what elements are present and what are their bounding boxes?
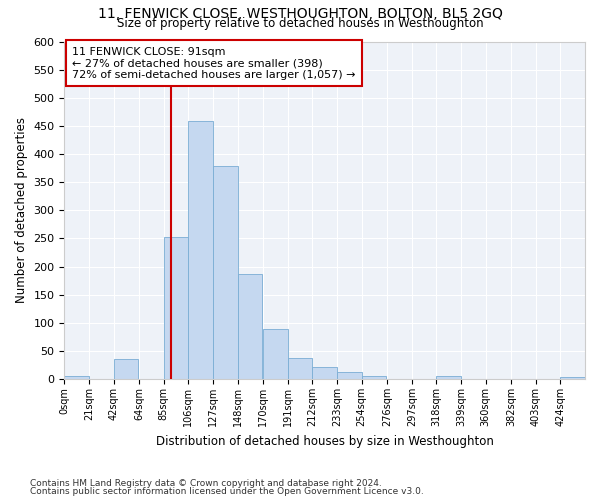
Bar: [64, 376, 89, 379]
Text: Contains HM Land Registry data © Crown copyright and database right 2024.: Contains HM Land Registry data © Crown c…: [30, 478, 382, 488]
Bar: [238, 274, 262, 379]
Text: 11, FENWICK CLOSE, WESTHOUGHTON, BOLTON, BL5 2GQ: 11, FENWICK CLOSE, WESTHOUGHTON, BOLTON,…: [98, 8, 502, 22]
Bar: [213, 166, 238, 379]
X-axis label: Distribution of detached houses by size in Westhoughton: Distribution of detached houses by size …: [156, 434, 494, 448]
Bar: [362, 376, 386, 379]
Y-axis label: Number of detached properties: Number of detached properties: [15, 118, 28, 304]
Text: Contains public sector information licensed under the Open Government Licence v3: Contains public sector information licen…: [30, 487, 424, 496]
Bar: [436, 376, 461, 379]
Text: Size of property relative to detached houses in Westhoughton: Size of property relative to detached ho…: [116, 18, 484, 30]
Bar: [113, 360, 138, 379]
Bar: [188, 122, 213, 379]
Text: 11 FENWICK CLOSE: 91sqm
← 27% of detached houses are smaller (398)
72% of semi-d: 11 FENWICK CLOSE: 91sqm ← 27% of detache…: [72, 46, 356, 80]
Bar: [288, 358, 313, 379]
Bar: [263, 328, 288, 379]
Bar: [313, 368, 337, 379]
Bar: [164, 238, 188, 379]
Bar: [560, 377, 585, 379]
Bar: [337, 372, 362, 379]
